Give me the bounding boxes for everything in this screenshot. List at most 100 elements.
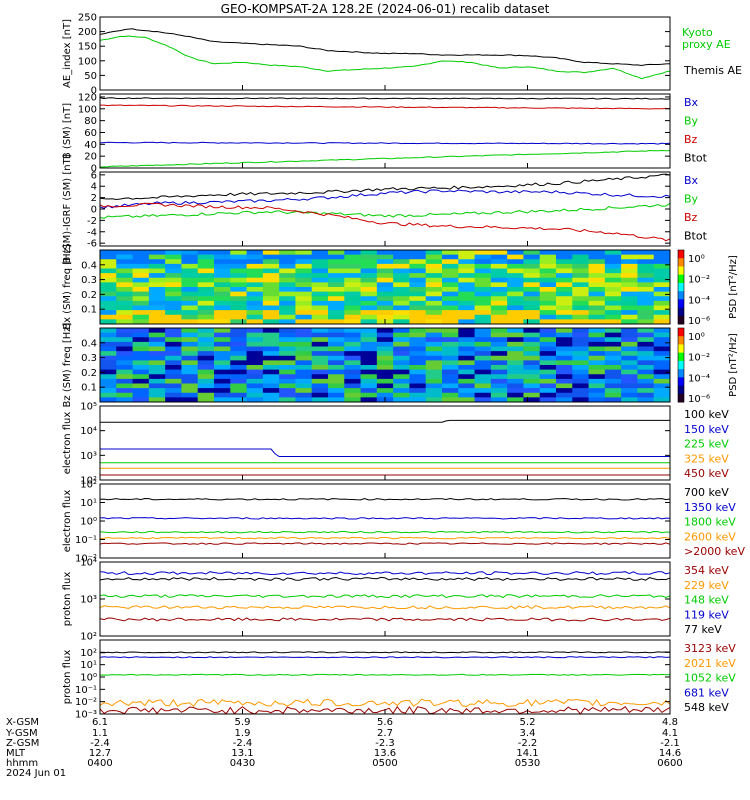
heatmap-cell — [588, 287, 606, 293]
heatmap-cell — [116, 277, 134, 283]
heatmap-cell — [621, 259, 638, 265]
heatmap-cell — [328, 314, 345, 320]
heatmap-cell — [621, 337, 638, 343]
heatmap-cell — [409, 360, 427, 366]
y-axis-label: proton flux — [62, 572, 73, 627]
heatmap-cell — [279, 388, 296, 394]
legend-label: 229 keV — [684, 579, 729, 592]
heatmap-cell — [132, 254, 150, 260]
heatmap-cell — [393, 392, 410, 398]
heatmap-cell — [165, 332, 182, 338]
heatmap-cell — [197, 259, 215, 265]
heatmap-cell — [507, 378, 524, 384]
heatmap-cell — [214, 369, 231, 375]
heatmap-cell — [637, 332, 655, 338]
heatmap-cell — [572, 319, 590, 325]
heatmap-cell — [197, 397, 215, 403]
heatmap-cell — [653, 300, 671, 306]
heatmap-cell — [637, 383, 655, 389]
heatmap-cell — [246, 346, 264, 352]
legend-label: 148 keV — [684, 594, 729, 607]
heatmap-cell — [653, 341, 671, 347]
heatmap-cell — [360, 383, 378, 389]
legend-label: 77 keV — [684, 623, 722, 636]
heatmap-cell — [328, 273, 345, 279]
heatmap-cell — [279, 397, 296, 403]
heatmap-cell — [539, 319, 557, 325]
colorbar: 10⁰ 10⁻² 10⁻⁴ 10⁻⁶ PSD [nT²/Hz] — [677, 249, 739, 327]
heatmap-cell — [181, 328, 199, 334]
heatmap-cell — [572, 351, 590, 357]
heatmap-cell — [262, 392, 280, 398]
heatmap-cell — [588, 374, 606, 380]
heatmap-cell — [523, 277, 541, 283]
heatmap-cell — [132, 383, 150, 389]
y-tick-label: 10¹ — [80, 498, 97, 509]
heatmap-cell — [344, 287, 362, 293]
heatmap-cell — [360, 337, 378, 343]
heatmap-cell — [279, 355, 296, 361]
heatmap-cell — [376, 268, 394, 274]
y-tick-label: -6 — [87, 239, 97, 250]
heatmap-cell — [409, 332, 427, 338]
heatmap-cell — [230, 355, 248, 361]
colorbar-segment — [678, 299, 684, 309]
heatmap-cell — [148, 332, 166, 338]
heatmap-cell — [604, 268, 622, 274]
heatmap-cell — [474, 250, 492, 256]
heatmap-cell — [474, 296, 492, 302]
heatmap-cell — [507, 282, 524, 288]
heatmap-cell — [458, 268, 476, 274]
heatmap-cell — [148, 374, 166, 380]
heatmap-cell — [393, 369, 410, 375]
heatmap-cell — [311, 310, 329, 316]
heatmap-cell — [556, 305, 573, 311]
heatmap-cell — [181, 300, 199, 306]
heatmap-cell — [214, 291, 231, 297]
heatmap-cell — [621, 332, 638, 338]
heatmap-cell — [262, 360, 280, 366]
heatmap-cell — [539, 355, 557, 361]
heatmap-cell — [246, 268, 264, 274]
heatmap-cell — [311, 314, 329, 320]
series-line — [100, 448, 670, 457]
heatmap-cell — [295, 305, 313, 311]
heatmap-cell — [344, 296, 362, 302]
heatmap-cell — [523, 319, 541, 325]
heatmap-cell — [148, 346, 166, 352]
heatmap-cell — [148, 378, 166, 384]
heatmap-cell — [572, 388, 590, 394]
heatmap-cell — [621, 392, 638, 398]
heatmap-cell — [214, 259, 231, 265]
heatmap-cell — [653, 383, 671, 389]
y-tick-label: 10⁻³ — [75, 710, 97, 721]
heatmap-cell — [230, 337, 248, 343]
heatmap-cell — [442, 305, 459, 311]
heatmap-cell — [181, 277, 199, 283]
heatmap-cell — [588, 365, 606, 371]
heatmap-cell — [116, 392, 134, 398]
heatmap-cell — [442, 250, 459, 256]
ephemeris-value: 14.1 — [516, 748, 538, 759]
heatmap-cell — [425, 296, 443, 302]
heatmap-cell — [604, 346, 622, 352]
ephemeris-value: 0430 — [230, 758, 255, 769]
heatmap-cell — [197, 291, 215, 297]
heatmap-cell — [376, 392, 394, 398]
heatmap-cell — [214, 300, 231, 306]
heatmap-cell — [604, 314, 622, 320]
heatmap-cell — [360, 351, 378, 357]
heatmap-cell — [295, 287, 313, 293]
heatmap-cell — [148, 263, 166, 269]
heatmap-cell — [604, 328, 622, 334]
heatmap-cell — [165, 328, 182, 334]
heatmap-cell — [230, 254, 248, 260]
heatmap-cell — [328, 374, 345, 380]
heatmap-cell — [393, 263, 410, 269]
series-line — [99, 542, 671, 545]
heatmap-cell — [539, 383, 557, 389]
heatmap-cell — [637, 314, 655, 320]
heatmap-cell — [539, 305, 557, 311]
panel-frame — [99, 405, 671, 481]
heatmap-cell — [474, 341, 492, 347]
